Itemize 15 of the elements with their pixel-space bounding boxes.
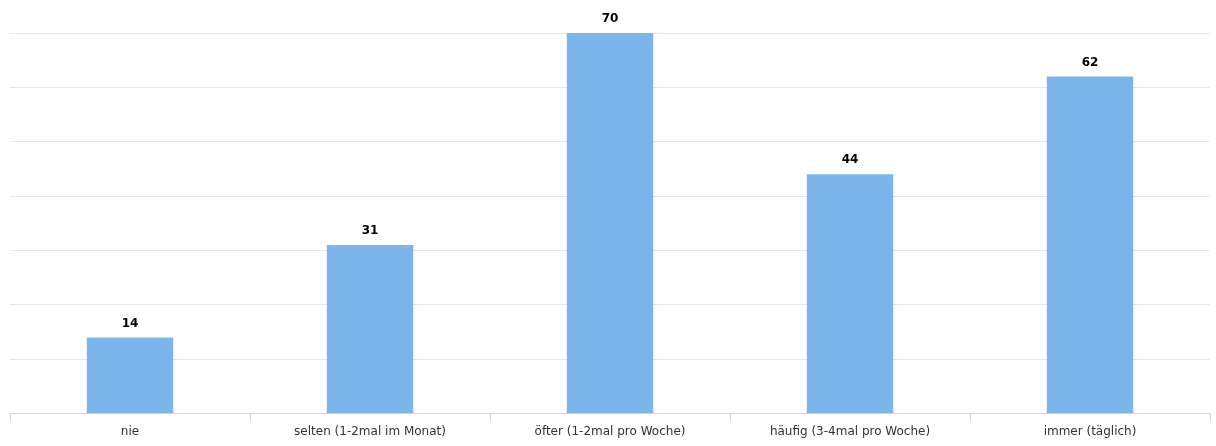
x-tick-label: immer (täglich) [1043,423,1137,438]
data-label: 14 [121,315,139,330]
bar [806,174,894,414]
data-label: 70 [601,11,619,26]
x-tick-label: häufig (3-4mal pro Woche) [769,423,931,438]
x-tick-label: nie [120,423,140,438]
bar [86,337,174,414]
bar [326,245,414,414]
bar [1046,76,1134,414]
data-label: 31 [361,223,379,238]
x-tick-label: öfter (1-2mal pro Woche) [534,423,686,438]
x-tick-label: selten (1-2mal im Monat) [294,423,446,438]
data-label: 44 [841,152,859,167]
bar [566,33,654,414]
data-label: 62 [1081,54,1099,69]
